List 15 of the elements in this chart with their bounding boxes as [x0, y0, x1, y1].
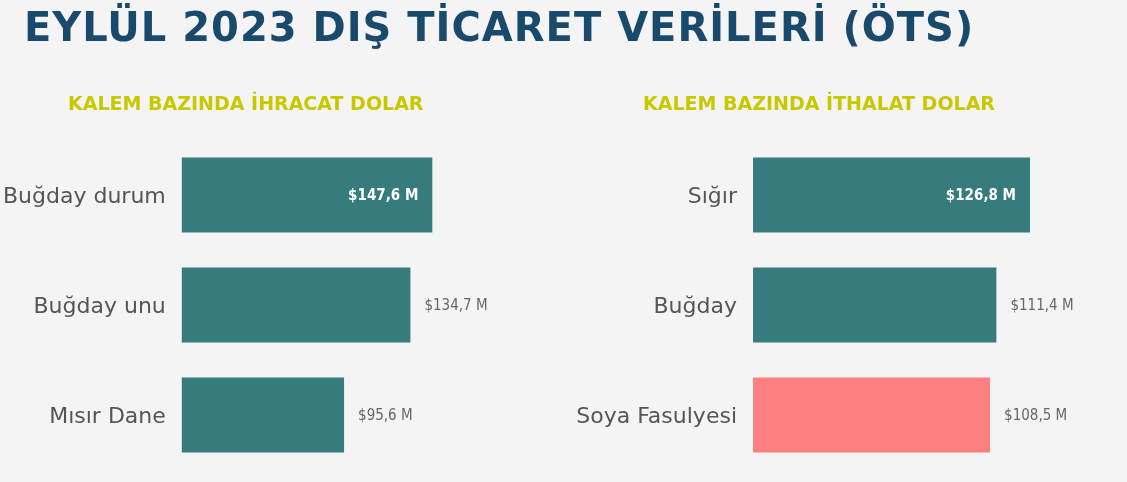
y-tick-label: Soya Fasulyesi	[576, 402, 737, 428]
y-tick-label: Sığır	[687, 182, 738, 208]
chart-subtitle: KALEM BAZINDA İHRACAT DOLAR	[68, 90, 424, 114]
data-label: $95,6 M	[358, 406, 413, 424]
chart-title: EYLÜL 2023 DIŞ TİCARET VERİLERİ (ÖTS)	[24, 4, 975, 50]
data-label: $134,7 M	[424, 296, 488, 314]
y-tick-label: Mısır Dane	[49, 402, 166, 428]
data-label: $108,5 M	[1004, 406, 1068, 424]
y-tick-label: Buğday durum	[2, 182, 166, 208]
chart-subtitle: KALEM BAZINDA İTHALAT DOLAR	[643, 90, 996, 114]
y-tick-label: Buğday unu	[33, 292, 166, 318]
data-label: $126,8 M	[945, 186, 1017, 204]
data-label: $111,4 M	[1010, 296, 1074, 314]
data-label: $147,6 M	[348, 186, 419, 204]
y-tick-label: Buğday	[653, 292, 737, 318]
